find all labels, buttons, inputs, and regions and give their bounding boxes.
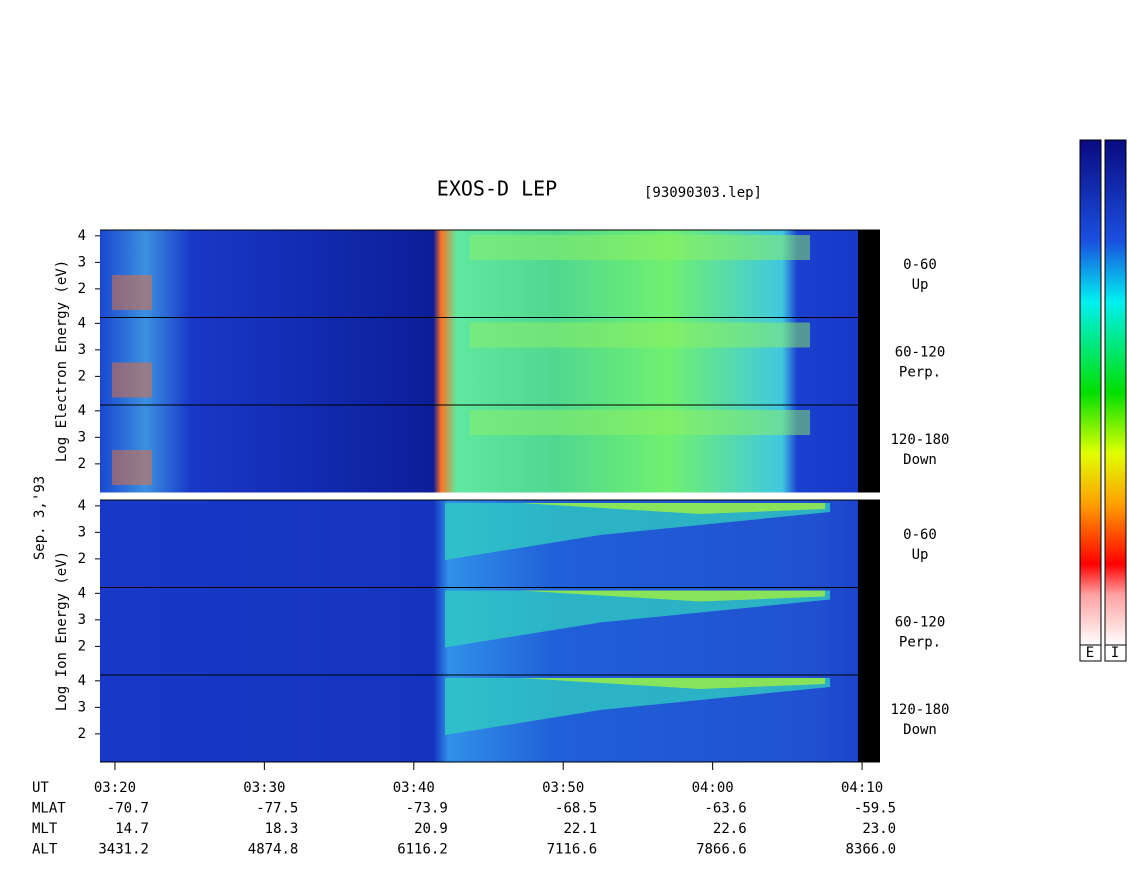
ion-band — [445, 503, 830, 560]
data-gap — [858, 317, 880, 405]
y-axis-title: Log Electron Energy (eV) — [54, 260, 70, 462]
colorbar-label: E — [1086, 645, 1094, 661]
y-tick-label: 2 — [78, 456, 86, 472]
y-tick-label: 3 — [78, 254, 86, 270]
electron-band — [112, 450, 152, 485]
panel-range: 0-60 — [903, 257, 937, 273]
y-tick-label: 4 — [78, 403, 86, 419]
spectrogram — [100, 229, 880, 763]
panel-range: 60-120 — [895, 615, 946, 631]
y-tick-label: 2 — [78, 638, 86, 654]
panel-range: 0-60 — [903, 527, 937, 543]
y-tick-label: 4 — [78, 673, 86, 689]
date-label: Sep. 3,'93 — [32, 476, 48, 560]
colorbar-box — [1104, 644, 1127, 662]
ion-band — [520, 503, 825, 514]
orbit-label: MLT — [32, 821, 58, 837]
x-tick-label: 04:10 — [841, 780, 883, 796]
orbit-value: 6116.2 — [397, 842, 448, 858]
colorbar-label: I — [1111, 645, 1119, 661]
y-tick-label: 3 — [78, 699, 86, 715]
orbit-value: 4874.8 — [248, 842, 299, 858]
orbit-value: 14.7 — [115, 821, 149, 837]
ion-band — [520, 590, 825, 602]
x-tick-label: 03:20 — [94, 780, 136, 796]
panel-direction: Perp. — [899, 365, 941, 381]
orbit-value: -70.7 — [107, 801, 149, 817]
orbit-value: 18.3 — [265, 821, 299, 837]
panel-direction: Down — [903, 722, 937, 738]
chart-title: EXOS-D LEP — [437, 177, 557, 201]
panel-direction: Up — [912, 277, 929, 293]
data-gap — [858, 230, 880, 318]
orbit-value: -77.5 — [256, 801, 298, 817]
x-tick-label: 04:00 — [692, 780, 734, 796]
electron-band — [112, 362, 152, 398]
orbit-value: -73.9 — [406, 801, 448, 817]
y-tick-label: 4 — [78, 585, 86, 601]
y-tick-label: 2 — [78, 726, 86, 742]
orbit-value: 20.9 — [414, 821, 448, 837]
electron-band — [112, 275, 152, 310]
orbit-value: 7866.6 — [696, 842, 747, 858]
ion-band — [520, 678, 825, 689]
y-tick-label: 2 — [78, 368, 86, 384]
panel-range: 120-180 — [890, 702, 949, 718]
orbit-label: UT — [32, 780, 49, 796]
y-tick-label: 3 — [78, 342, 86, 358]
orbit-value: 22.1 — [563, 821, 597, 837]
orbit-value: -63.6 — [704, 801, 746, 817]
y-tick-label: 3 — [78, 429, 86, 445]
orbit-value: 8366.0 — [845, 842, 896, 858]
orbit-value: 3431.2 — [98, 842, 149, 858]
y-tick-label: 2 — [78, 281, 86, 297]
y-tick-label: 4 — [78, 498, 86, 514]
orbit-value: 23.0 — [862, 821, 896, 837]
colorbar-box — [1079, 644, 1102, 662]
orbit-value: -59.5 — [854, 801, 896, 817]
y-tick-label: 2 — [78, 551, 86, 567]
electron-band — [470, 235, 810, 260]
orbit-value: 22.6 — [713, 821, 747, 837]
data-gap — [858, 500, 880, 588]
y-axis-title: Log Ion Energy (eV) — [54, 551, 70, 711]
orbit-value: 7116.6 — [547, 842, 598, 858]
orbit-label: ALT — [32, 842, 58, 858]
panel-range: 120-180 — [890, 432, 949, 448]
y-tick-label: 3 — [78, 524, 86, 540]
panel-direction: Down — [903, 452, 937, 468]
orbit-label: MLAT — [32, 801, 66, 817]
file-label: [93090303.lep] — [644, 185, 762, 201]
panel-direction: Up — [912, 547, 929, 563]
ion-band — [445, 590, 830, 648]
y-tick-label: 3 — [78, 612, 86, 628]
data-gap — [858, 587, 880, 675]
electron-band — [470, 322, 810, 348]
x-tick-label: 03:50 — [542, 780, 584, 796]
x-tick-label: 03:30 — [243, 780, 285, 796]
data-gap — [858, 405, 880, 493]
panel-direction: Perp. — [899, 635, 941, 651]
colorbar — [1104, 139, 1127, 646]
x-tick-label: 03:40 — [393, 780, 435, 796]
data-gap — [858, 675, 880, 763]
electron-band — [470, 410, 810, 435]
y-tick-label: 4 — [78, 315, 86, 331]
ion-band — [445, 678, 830, 735]
y-tick-label: 4 — [78, 228, 86, 244]
orbit-value: -68.5 — [555, 801, 597, 817]
colorbar — [1079, 139, 1102, 646]
panel-range: 60-120 — [895, 345, 946, 361]
